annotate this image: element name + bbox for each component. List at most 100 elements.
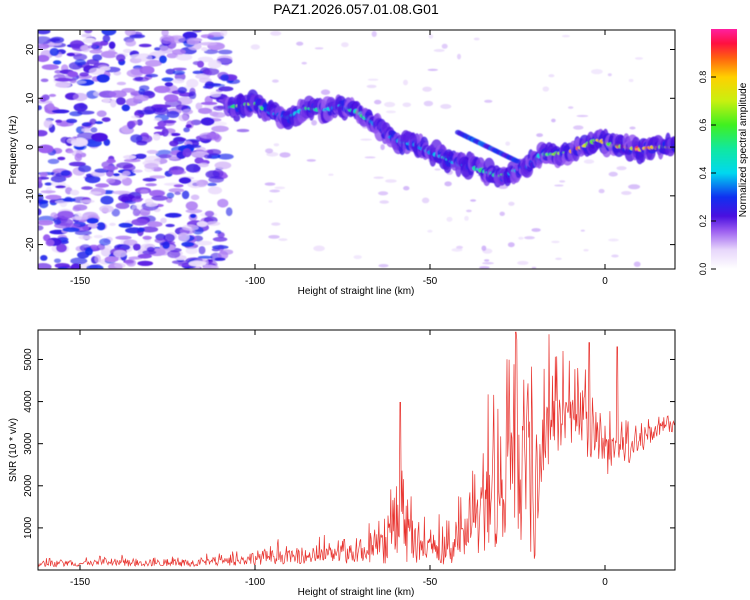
spectrogram-noise-blob: [175, 53, 193, 61]
spectrogram-noise-blob: [142, 177, 157, 182]
spectrogram-noise-blob: [101, 117, 111, 122]
spectrogram-noise-blob: [217, 153, 234, 160]
spectrogram-noise-blob: [73, 103, 88, 112]
spectrogram-noise-blob: [161, 128, 169, 137]
spectrogram-faint-blob: [428, 34, 434, 39]
colorbar-tick-label: 0.0: [698, 263, 708, 276]
spectrogram-noise-blob: [62, 227, 80, 233]
colorbar-tick-label: 0.4: [698, 167, 708, 180]
spectrogram-noise-blob: [122, 48, 133, 54]
spectrogram-noise-blob: [137, 260, 154, 266]
spectrogram-faint-blob: [551, 240, 560, 244]
spectrogram-faint-blob: [518, 236, 524, 240]
spectrogram-noise-blob: [54, 258, 61, 264]
spectrogram-noise-blob: [80, 45, 90, 51]
spectrogram-noise-blob: [187, 38, 200, 46]
spectrogram-noise-blob: [220, 74, 229, 82]
spectrogram-noise-blob: [115, 202, 130, 209]
spectrogram-noise-blob: [81, 122, 92, 127]
spectrogram-faint-blob: [434, 168, 441, 171]
spectrogram-noise-blob: [121, 88, 136, 93]
spectrogram-noise-blob: [95, 183, 110, 188]
spectrogram-noise-blob: [47, 102, 55, 111]
spectrogram-noise-blob: [130, 115, 140, 119]
spectrogram-noise-blob: [96, 110, 107, 117]
spectrogram-noise-blob: [74, 230, 92, 236]
spectrogram-noise-blob: [126, 120, 136, 129]
spectrogram-noise-blob: [153, 117, 162, 122]
spectrogram-noise-blob: [216, 55, 233, 64]
spectrogram-noise-blob: [99, 238, 111, 246]
spectrogram-noise-blob: [159, 35, 175, 44]
spectrogram-noise-blob: [92, 54, 103, 61]
spectrogram-faint-blob: [457, 53, 461, 60]
spectrogram-noise-blob: [169, 140, 179, 147]
spectrogram-faint-blob: [464, 215, 469, 221]
spectrogram-noise-blob: [55, 185, 66, 189]
spectrogram-noise-blob: [118, 222, 133, 228]
spectrogram-faint-blob: [274, 186, 286, 190]
colorbar-gradient: [711, 29, 737, 269]
spectrogram-noise-blob: [90, 127, 98, 133]
spectrogram-y-tick-label: 10: [25, 92, 36, 104]
spectrogram-noise-blob: [200, 101, 218, 106]
spectrogram-noise-blob: [142, 235, 152, 240]
spectrogram-noise-blob: [172, 70, 185, 75]
spectrogram-faint-blob: [423, 100, 434, 107]
spectrogram-noise-blob: [66, 52, 76, 57]
spectrogram-noise-blob: [114, 262, 126, 269]
spectrogram-noise-blob: [38, 201, 49, 209]
spectrogram-noise-blob: [122, 170, 131, 176]
snr-x-tick-label: 0: [602, 577, 608, 588]
spectrogram-noise-blob: [200, 117, 215, 126]
spectrogram-faint-blob: [616, 166, 627, 171]
spectrogram-noise-blob: [144, 198, 154, 205]
spectrogram-noise-blob: [93, 234, 103, 239]
spectrogram-noise-blob: [166, 192, 175, 199]
spectrogram-faint-blob: [451, 248, 463, 252]
spectrogram-faint-blob: [580, 229, 585, 232]
spectrogram-faint-blob: [517, 260, 529, 265]
spectrogram-faint-blob: [402, 102, 412, 108]
spectrogram-noise-blob: [78, 165, 92, 173]
spectrogram-noise-blob: [41, 64, 59, 70]
spectrogram-noise-blob: [195, 73, 211, 80]
spectrogram-noise-blob: [86, 264, 104, 269]
spectrogram-noise-blob: [145, 59, 163, 67]
spectrogram-noise-blob: [218, 49, 233, 55]
spectrogram-noise-blob: [197, 60, 204, 68]
spectrogram-noise-blob: [66, 223, 81, 227]
spectrogram-noise-blob: [57, 156, 66, 161]
spectrogram-faint-blob: [531, 228, 541, 232]
spectrogram-noise-blob: [182, 148, 192, 158]
spectrogram-noise-blob: [192, 70, 204, 75]
spectrogram-noise-blob: [67, 71, 79, 78]
spectrogram-noise-blob: [172, 78, 185, 84]
spectrogram-noise-blob: [38, 36, 52, 45]
spectrogram-noise-blob: [136, 140, 148, 146]
spectrogram-faint-blob: [531, 266, 537, 269]
spectrogram-noise-blob: [82, 37, 96, 44]
spectrogram-noise-blob: [49, 48, 60, 56]
spectrogram-y-label: Frequency (Hz): [8, 116, 19, 185]
spectrogram-noise-blob: [147, 221, 163, 228]
colorbar-tick-label: 0.8: [698, 71, 708, 84]
spectrogram-y-tick-label: -20: [25, 237, 36, 252]
spectrogram-noise-blob: [54, 69, 62, 74]
spectrogram-faint-blob: [611, 254, 619, 258]
snr-y-tick-label: 1000: [23, 516, 34, 539]
spectrogram-frame: [37, 29, 676, 270]
spectrogram-noise-blob: [208, 176, 224, 183]
spectrogram-faint-blob: [548, 74, 555, 78]
colorbar-tick-label: 0.6: [698, 119, 708, 132]
spectrogram-faint-blob: [264, 182, 276, 186]
spectrogram-noise-blob: [145, 183, 157, 187]
spectrogram-noise-blob: [163, 233, 175, 243]
spectrogram-faint-blob: [507, 242, 515, 248]
spectrogram-noise-blob: [198, 162, 209, 168]
spectrogram-noise-blob: [141, 226, 159, 233]
spectrogram-noise-blob: [100, 195, 114, 205]
snr-y-tick-label: 5000: [23, 348, 34, 371]
spectrogram-noise-blob: [111, 208, 121, 217]
spectrogram-noise-blob: [116, 81, 127, 86]
